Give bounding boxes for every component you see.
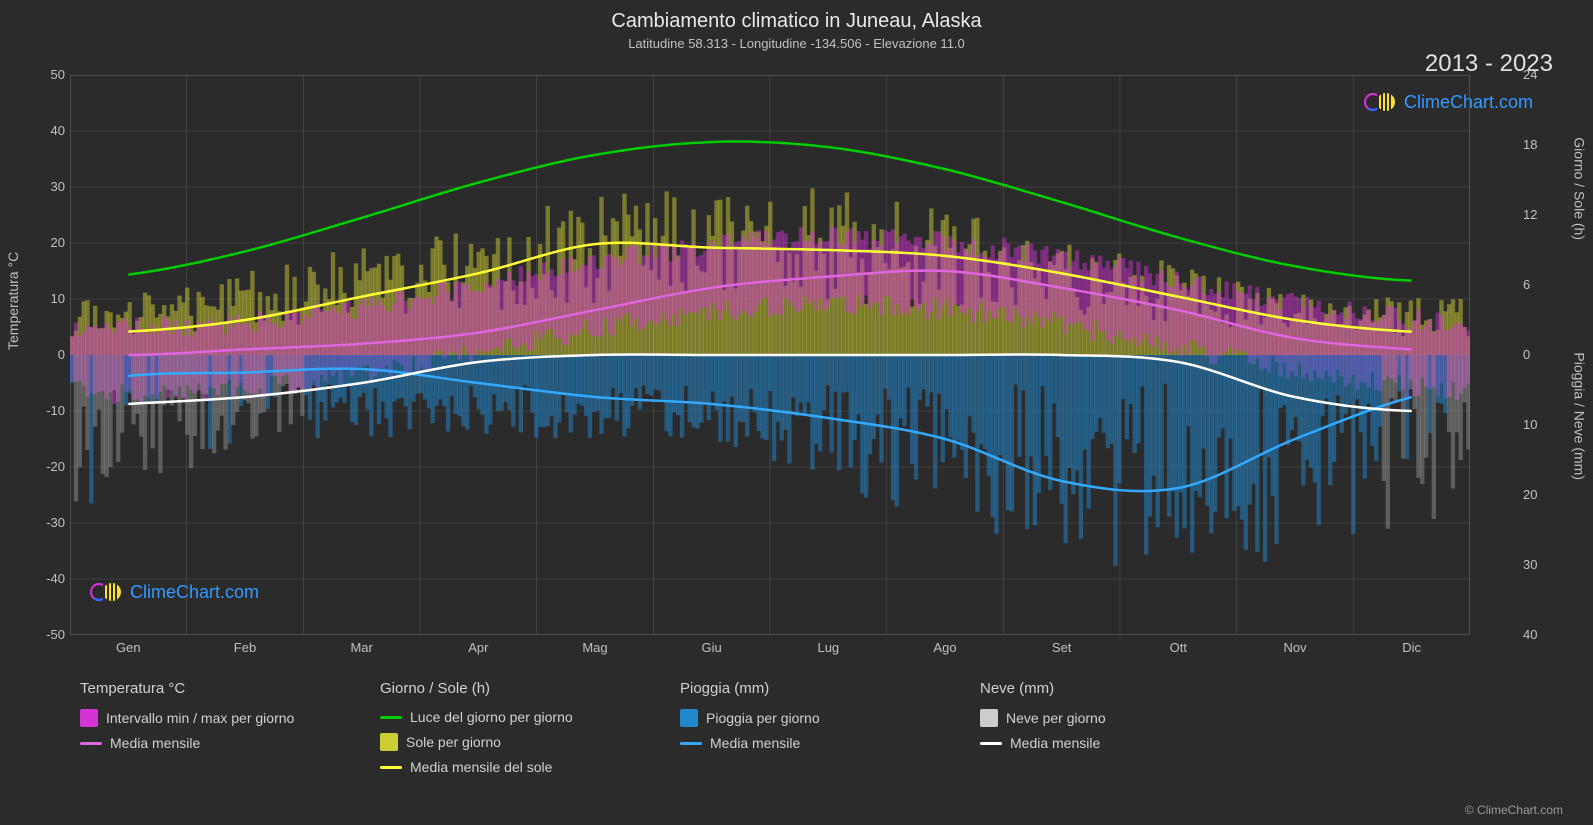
y-tick-right: 18 [1523,137,1553,152]
y-tick-right: 30 [1523,557,1553,572]
y-tick-left: -50 [35,627,65,642]
legend-line-icon [80,742,102,745]
y-tick-left: 40 [35,123,65,138]
chart-title: Cambiamento climatico in Juneau, Alaska [0,10,1593,33]
copyright: © ClimeChart.com [1465,803,1563,817]
x-tick-month: Dic [1402,640,1421,655]
y-tick-left: 0 [35,347,65,362]
legend-header: Giorno / Sole (h) [380,680,680,697]
legend-label: Media mensile [710,735,800,751]
legend-label: Neve per giorno [1006,710,1106,726]
legend-column: Neve (mm) Neve per giorno Media mensile [980,680,1280,775]
y-tick-right: 12 [1523,207,1553,222]
legend-swatch-icon [680,709,698,727]
x-tick-month: Set [1052,640,1072,655]
legend-label: Luce del giorno per giorno [410,709,573,725]
legend-item: Sole per giorno [380,733,680,751]
x-tick-month: Mar [350,640,372,655]
y-tick-left: 30 [35,179,65,194]
y-tick-right: 10 [1523,417,1553,432]
legend-header: Temperatura °C [80,680,380,697]
x-tick-month: Lug [817,640,839,655]
y-tick-right: 24 [1523,67,1553,82]
legend-column: Pioggia (mm) Pioggia per giorno Media mens… [680,680,980,775]
legend-item: Media mensile [80,735,380,751]
legend-line-icon [380,766,402,769]
x-tick-month: Nov [1283,640,1306,655]
legend-label: Intervallo min / max per giorno [106,710,294,726]
legend-item: Luce del giorno per giorno [380,709,680,725]
legend-item: Neve per giorno [980,709,1280,727]
y-tick-left: -10 [35,403,65,418]
legend-line-icon [680,742,702,745]
legend-column: Temperatura °C Intervallo min / max per g… [80,680,380,775]
x-tick-month: Apr [468,640,488,655]
x-tick-month: Ago [933,640,956,655]
y-tick-left: -20 [35,459,65,474]
x-tick-month: Giu [702,640,722,655]
x-tick-month: Gen [116,640,141,655]
legend-header: Neve (mm) [980,680,1280,697]
legend-label: Sole per giorno [406,734,501,750]
legend-header: Pioggia (mm) [680,680,980,697]
x-tick-month: Ott [1170,640,1187,655]
legend-item: Pioggia per giorno [680,709,980,727]
x-tick-month: Feb [234,640,256,655]
y-tick-left: 20 [35,235,65,250]
legend-column: Giorno / Sole (h) Luce del giorno per gio… [380,680,680,775]
y-tick-left: 10 [35,291,65,306]
plot-svg [70,75,1470,635]
y-axis-left-label: Temperatura °C [5,252,21,350]
legend-label: Media mensile del sole [410,759,552,775]
legend-item: Media mensile [980,735,1280,751]
legend-line-icon [380,716,402,719]
legend-swatch-icon [80,709,98,727]
y-tick-left: 50 [35,67,65,82]
legend-label: Media mensile [1010,735,1100,751]
climate-chart: Cambiamento climatico in Juneau, Alaska … [0,0,1593,825]
y-tick-left: -30 [35,515,65,530]
legend-item: Media mensile del sole [380,759,680,775]
y-axis-right-top-label: Giorno / Sole (h) [1572,137,1588,240]
legend-line-icon [980,742,1002,745]
y-tick-right: 6 [1523,277,1553,292]
y-tick-right: 40 [1523,627,1553,642]
legend-swatch-icon [980,709,998,727]
y-tick-right: 20 [1523,487,1553,502]
legend-label: Pioggia per giorno [706,710,820,726]
y-tick-right: 0 [1523,347,1553,362]
y-tick-left: -40 [35,571,65,586]
legend-swatch-icon [380,733,398,751]
legend-item: Intervallo min / max per giorno [80,709,380,727]
chart-subtitle: Latitudine 58.313 - Longitudine -134.506… [0,36,1593,51]
legend-item: Media mensile [680,735,980,751]
legend-label: Media mensile [110,735,200,751]
y-axis-right-bot-label: Pioggia / Neve (mm) [1572,352,1588,480]
legend: Temperatura °C Intervallo min / max per g… [80,680,1563,775]
x-tick-month: Mag [582,640,607,655]
